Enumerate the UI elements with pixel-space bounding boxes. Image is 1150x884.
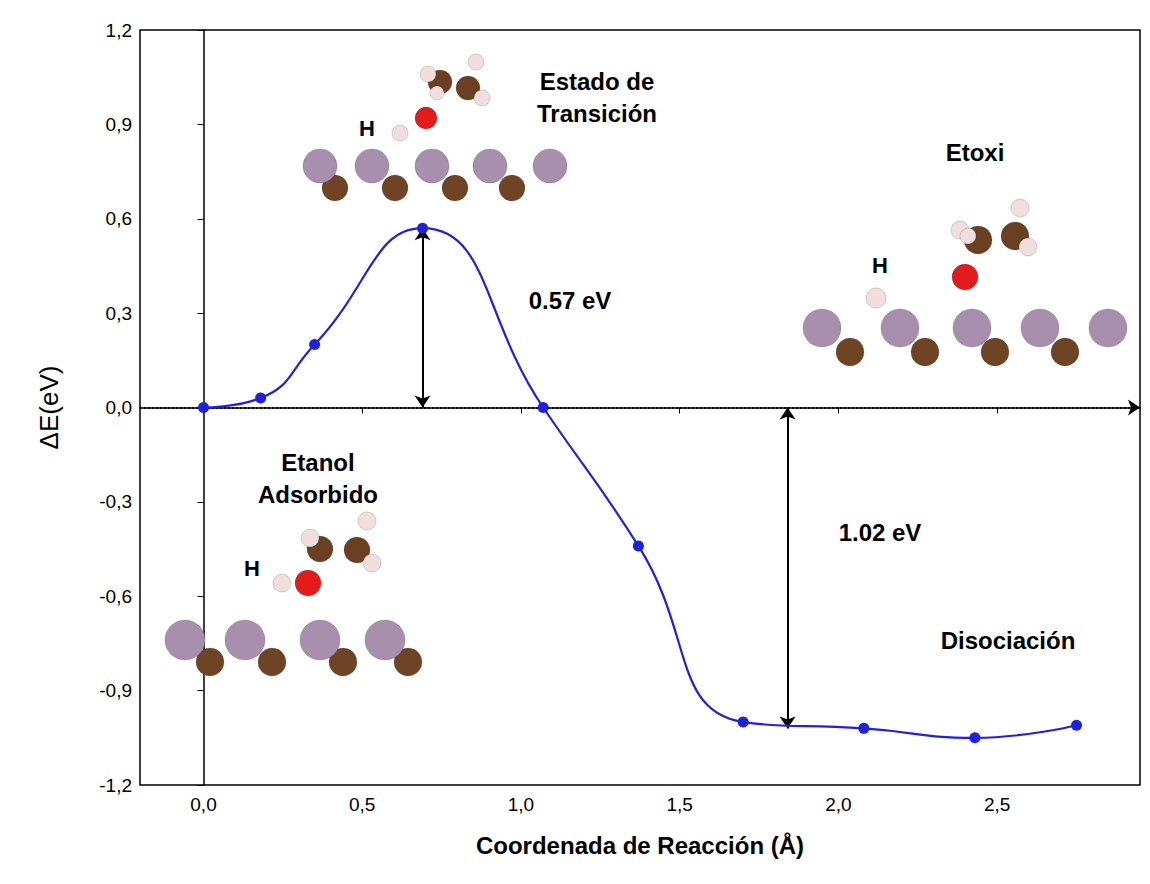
svg-text:1,5: 1,5 — [666, 794, 692, 815]
svg-text:-0,3: -0,3 — [99, 491, 132, 512]
svg-text:0.57 eV: 0.57 eV — [529, 287, 612, 314]
svg-text:2,5: 2,5 — [984, 794, 1010, 815]
svg-text:0,0: 0,0 — [106, 397, 132, 418]
svg-text:-1,2: -1,2 — [99, 775, 132, 796]
svg-text:-0,6: -0,6 — [99, 586, 132, 607]
svg-text:-0,9: -0,9 — [99, 680, 132, 701]
svg-text:0,9: 0,9 — [106, 114, 132, 135]
svg-text:Disociación: Disociación — [941, 627, 1076, 654]
svg-text:Coordenada de Reacción (Å): Coordenada de Reacción (Å) — [476, 832, 804, 859]
svg-text:Etanol: Etanol — [281, 449, 354, 476]
svg-text:1,0: 1,0 — [508, 794, 534, 815]
svg-text:Etoxi: Etoxi — [946, 139, 1005, 166]
svg-text:H: H — [244, 556, 260, 581]
svg-text:H: H — [359, 116, 375, 141]
svg-text:Transición: Transición — [537, 100, 657, 127]
svg-text:0,3: 0,3 — [106, 303, 132, 324]
svg-text:Estado de: Estado de — [540, 68, 655, 95]
svg-text:1,2: 1,2 — [106, 20, 132, 41]
svg-text:0,0: 0,0 — [190, 794, 216, 815]
svg-text:0,5: 0,5 — [349, 794, 375, 815]
svg-text:0,6: 0,6 — [106, 208, 132, 229]
svg-text:1.02 eV: 1.02 eV — [839, 519, 922, 546]
svg-text:Adsorbido: Adsorbido — [258, 481, 378, 508]
svg-text:ΔE(eV): ΔE(eV) — [34, 366, 64, 450]
svg-text:2,0: 2,0 — [825, 794, 851, 815]
svg-text:H: H — [872, 253, 888, 278]
